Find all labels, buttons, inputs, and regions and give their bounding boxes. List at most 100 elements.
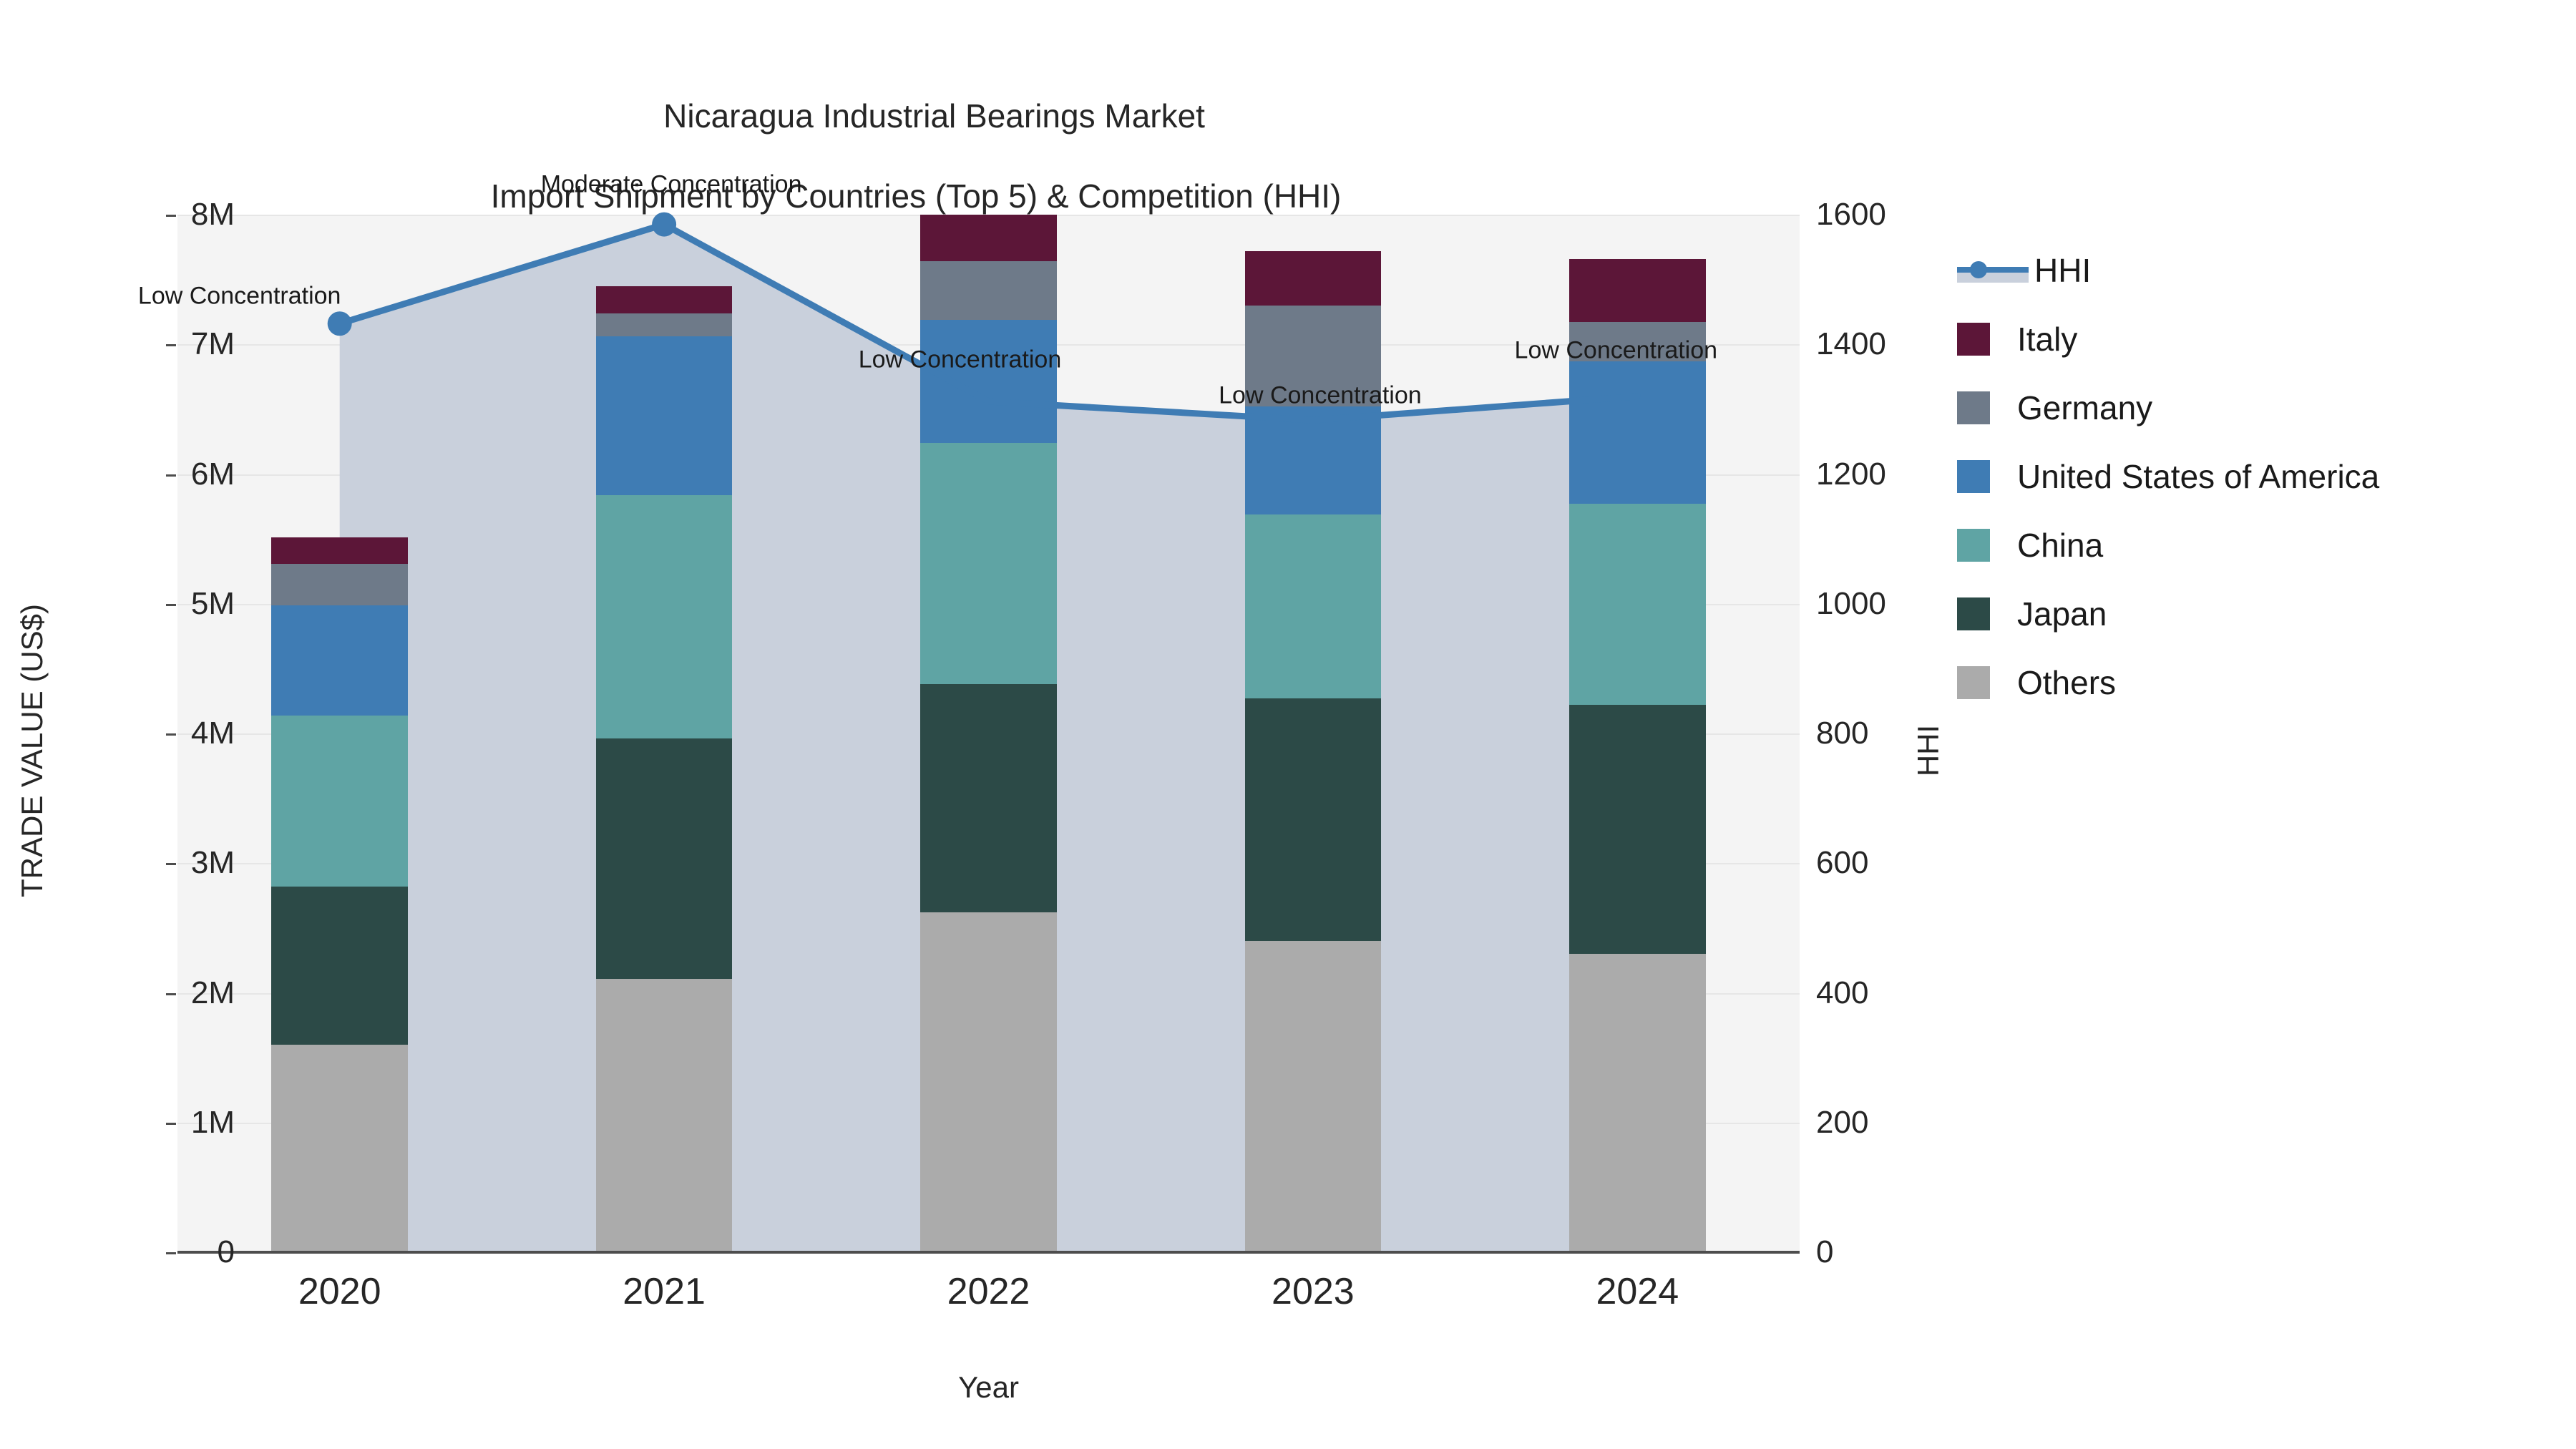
x-axis-title: Year [958,1370,1019,1404]
bar-segment[interactable] [920,215,1057,262]
x-axis-tick-label: 2024 [1596,1271,1679,1312]
bar-segment[interactable] [595,336,733,495]
legend-swatch-icon [1957,666,1990,699]
bar-segment[interactable] [595,738,733,979]
bar-segment[interactable] [920,684,1057,913]
y-axis-left-tickmark [166,863,176,866]
bar-segment[interactable] [595,494,733,739]
y-axis-left-tick-label: 2M [190,975,235,1010]
bar-segment[interactable] [920,443,1057,685]
legend-swatch-icon [1957,597,1990,630]
y-axis-left-tick-label: 0 [217,1234,235,1269]
legend-item-italy[interactable]: Italy [1957,305,2558,374]
y-axis-left-tick-label: 8M [190,197,235,232]
y-axis-left-tickmark [166,344,176,347]
legend-swatch-icon [1957,529,1990,562]
y-axis-left-tickmark [166,474,176,477]
x-axis-tick-label: 2020 [298,1271,381,1312]
legend-item-united-states-of-america[interactable]: United States of America [1957,442,2558,511]
y-axis-right-tick-label: 1400 [1816,326,1886,362]
legend-item-label: United States of America [2017,458,2380,495]
bar-segment[interactable] [1244,514,1382,699]
bar-segment[interactable] [1569,258,1706,323]
bar-group-2023[interactable] [1244,215,1382,1252]
bar-segment[interactable] [1244,250,1382,306]
legend: HHI Italy Germany United States of America C… [1957,236,2558,717]
y-axis-left-tick-label: 1M [190,1104,235,1140]
legend-item-germany[interactable]: Germany [1957,374,2558,442]
bar-segment[interactable] [1244,698,1382,941]
bar-group-2020[interactable] [271,215,408,1252]
y-axis-left-tick-label: 6M [190,456,235,492]
legend-line-icon [1957,254,2029,287]
plot-area: Low Concentration Moderate Concentration L… [138,170,1800,1254]
y-axis-left-tickmark [166,1252,176,1254]
y-axis-right-tick-label: 800 [1816,716,1869,751]
y-axis-right-tick-label: 1000 [1816,585,1886,621]
legend-item-japan[interactable]: Japan [1957,580,2558,648]
title-line-2: Import Shipment by Countries (Top 5) & C… [490,177,1342,215]
bar-segment[interactable] [271,605,408,716]
legend-item-hhi[interactable]: HHI [1957,236,2558,305]
y-axis-right-tick-label: 1200 [1816,456,1886,492]
y-axis-right-tick-label: 600 [1816,845,1869,881]
legend-item-label: Germany [2017,389,2153,426]
annotation-label: Moderate Concentration [540,170,802,198]
page-title: Nicaragua Industrial Bearings Market Imp… [0,56,1832,297]
legend-item-others[interactable]: Others [1957,648,2558,717]
legend-item-label: China [2017,527,2104,564]
bar-segment[interactable] [1244,941,1382,1252]
bar-segment[interactable] [271,886,408,1045]
y-axis-left-tickmark [166,733,176,736]
legend-swatch-icon [1957,323,1990,356]
legend-swatch-icon [1957,460,1990,493]
bar-segment[interactable] [1569,504,1706,706]
bar-group-2021[interactable] [595,215,733,1252]
legend-line-stroke [1957,267,2029,273]
x-axis-tick-label: 2023 [1272,1271,1355,1312]
y-axis-left-tickmark [166,1122,176,1125]
annotation-label: Low Concentration [137,282,341,310]
bar-group-2024[interactable] [1569,215,1706,1252]
y-axis-right-tick-label: 0 [1816,1234,1834,1269]
bar-segment[interactable] [271,537,408,564]
legend-item-label: HHI [2034,252,2092,289]
annotation-label: Low Concentration [858,346,1062,374]
bar-segment[interactable] [1569,954,1706,1252]
y-axis-left-title: TRADE VALUE (US$) [15,604,49,897]
bar-segment[interactable] [1569,705,1706,955]
legend-item-label: Others [2017,664,2117,701]
legend-item-label: Italy [2017,321,2078,358]
y-axis-left-tickmark [166,992,176,995]
y-axis-left-tickmark [166,603,176,606]
plot-inner: Low Concentration Moderate Concentration L… [138,170,1800,1254]
annotation-label: Low Concentration [1219,381,1422,409]
title-line-1: Nicaragua Industrial Bearings Market [663,97,1205,135]
bar-segment[interactable] [920,912,1057,1252]
y-axis-left-tick-label: 4M [190,716,235,751]
legend-swatch-icon [1957,391,1990,424]
y-axis-left-tick-label: 3M [190,845,235,881]
y-axis-left-tick-label: 5M [190,585,235,621]
bar-segment[interactable] [595,313,733,337]
bar-segment[interactable] [271,563,408,605]
bar-segment[interactable] [1569,361,1706,504]
bar-segment[interactable] [595,978,733,1252]
legend-item-label: Japan [2017,595,2107,633]
bar-segment[interactable] [271,1045,408,1252]
y-axis-right-title: HHI [1911,724,1945,777]
y-axis-left-tickmark [166,215,176,217]
x-axis-tick-label: 2021 [623,1271,706,1312]
bar-segment[interactable] [920,319,1057,443]
y-axis-right-tick-label: 1600 [1816,197,1886,232]
bar-segment[interactable] [920,261,1057,320]
bar-segment[interactable] [595,286,733,313]
annotation-label: Low Concentration [1514,336,1718,364]
bar-segment[interactable] [1244,406,1382,514]
legend-item-china[interactable]: China [1957,511,2558,580]
bar-segment[interactable] [271,715,408,887]
y-axis-right-tick-label: 200 [1816,1104,1869,1140]
x-axis-tick-label: 2022 [947,1271,1030,1312]
y-axis-left-tick-label: 7M [190,326,235,362]
